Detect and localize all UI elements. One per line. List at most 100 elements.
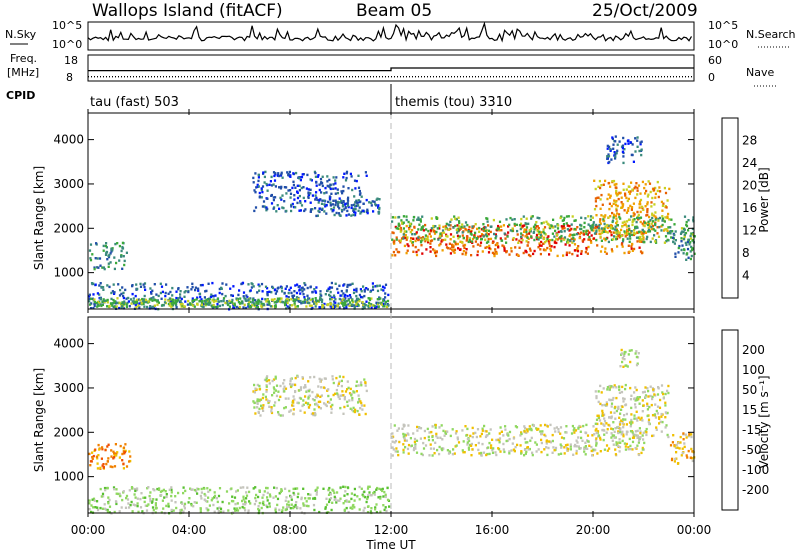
- scatter-cell: [365, 300, 368, 303]
- scatter-cell: [120, 254, 123, 257]
- scatter-cell: [644, 205, 647, 208]
- scatter-cell: [125, 251, 128, 254]
- scatter-cell: [294, 487, 297, 490]
- scatter-cell: [231, 300, 234, 304]
- scatter-cell: [110, 455, 113, 458]
- scatter-cell: [89, 243, 93, 246]
- scatter-cell: [471, 225, 474, 228]
- scatter-cell: [233, 507, 236, 510]
- scatter-cell: [307, 196, 310, 199]
- scatter-cell: [221, 303, 224, 307]
- scatter-cell: [156, 303, 159, 306]
- scatter-cell: [605, 403, 609, 406]
- scatter-cell: [314, 194, 317, 197]
- scatter-cell: [424, 223, 427, 227]
- scatter-cell: [217, 510, 220, 513]
- scatter-cell: [106, 301, 109, 304]
- colorbar-tick-label: -200: [742, 483, 769, 497]
- scatter-cell: [538, 217, 541, 220]
- scatter-cell: [690, 254, 693, 258]
- scatter-cell: [90, 282, 94, 285]
- scatter-cell: [620, 353, 623, 356]
- scatter-cell: [637, 184, 641, 187]
- scatter-cell: [312, 503, 316, 507]
- scatter-cell: [451, 243, 454, 246]
- scatter-cell: [290, 498, 293, 501]
- scatter-cell: [121, 452, 124, 456]
- scatter-cell: [203, 498, 206, 501]
- scatter-cell: [138, 302, 141, 305]
- scatter-cell: [402, 233, 405, 236]
- scatter-cell: [267, 300, 270, 303]
- scatter-cell: [449, 224, 452, 227]
- scatter-cell: [157, 301, 160, 304]
- scatter-cell: [651, 213, 654, 217]
- scatter-cell: [90, 297, 93, 300]
- scatter-cell: [520, 217, 523, 221]
- scatter-cell: [434, 225, 437, 228]
- scatter-cell: [604, 214, 607, 217]
- scatter-cell: [225, 283, 228, 286]
- scatter-cell: [357, 304, 360, 307]
- scatter-cell: [217, 494, 221, 498]
- scatter-cell: [611, 439, 614, 442]
- scatter-cell: [336, 202, 340, 206]
- scatter-cell: [562, 224, 565, 227]
- scatter-cell: [302, 186, 305, 189]
- scatter-cell: [305, 500, 308, 503]
- scatter-cell: [98, 284, 101, 287]
- scatter-cell: [107, 265, 110, 268]
- scatter-cell: [99, 466, 102, 470]
- scatter-cell: [564, 243, 567, 246]
- scatter-cell: [691, 456, 694, 460]
- scatter-cell: [522, 215, 525, 218]
- scatter-cell: [636, 434, 639, 438]
- scatter-cell: [664, 191, 668, 195]
- scatter-cell: [687, 219, 690, 222]
- scatter-cell: [319, 293, 322, 296]
- scatter-cell: [131, 300, 134, 303]
- scatter-cell: [253, 502, 256, 506]
- scatter-cell: [236, 502, 239, 505]
- scatter-cell: [627, 142, 630, 145]
- scatter-cell: [232, 285, 235, 288]
- scatter-cell: [573, 233, 576, 236]
- scatter-cell: [296, 495, 299, 499]
- scatter-cell: [252, 285, 255, 288]
- scatter-cell: [477, 448, 480, 452]
- scatter-cell: [142, 302, 145, 306]
- scatter-cell: [279, 490, 282, 494]
- scatter-cell: [163, 496, 166, 499]
- colorbar-tick-label: 12: [742, 224, 757, 238]
- scatter-cell: [94, 257, 97, 260]
- scatter-cell: [511, 227, 514, 230]
- scatter-cell: [89, 257, 92, 260]
- scatter-cell: [636, 136, 639, 139]
- scatter-cell: [586, 434, 590, 437]
- scatter-cell: [252, 181, 255, 184]
- scatter-cell: [383, 305, 386, 308]
- scatter-cell: [101, 303, 104, 306]
- scatter-cell: [687, 238, 690, 241]
- scatter-cell: [612, 147, 615, 150]
- scatter-cell: [298, 389, 301, 392]
- scatter-cell: [304, 401, 308, 404]
- scatter-cell: [335, 176, 338, 179]
- scatter-cell: [149, 305, 152, 308]
- scatter-cell: [122, 296, 125, 300]
- scatter-cell: [238, 305, 241, 309]
- scatter-cell: [271, 286, 275, 290]
- scatter-cell: [528, 425, 531, 428]
- scatter-cell: [651, 216, 654, 220]
- scatter-cell: [349, 407, 352, 410]
- scatter-cell: [647, 228, 651, 232]
- scatter-cell: [603, 420, 607, 423]
- scatter-cell: [661, 420, 664, 424]
- scatter-cell: [442, 429, 445, 433]
- scatter-cell: [326, 175, 329, 178]
- scatter-cell: [338, 380, 341, 383]
- scatter-cell: [350, 204, 353, 207]
- scatter-cell: [472, 245, 475, 248]
- scatter-cell: [287, 397, 290, 400]
- scatter-cell: [209, 295, 212, 299]
